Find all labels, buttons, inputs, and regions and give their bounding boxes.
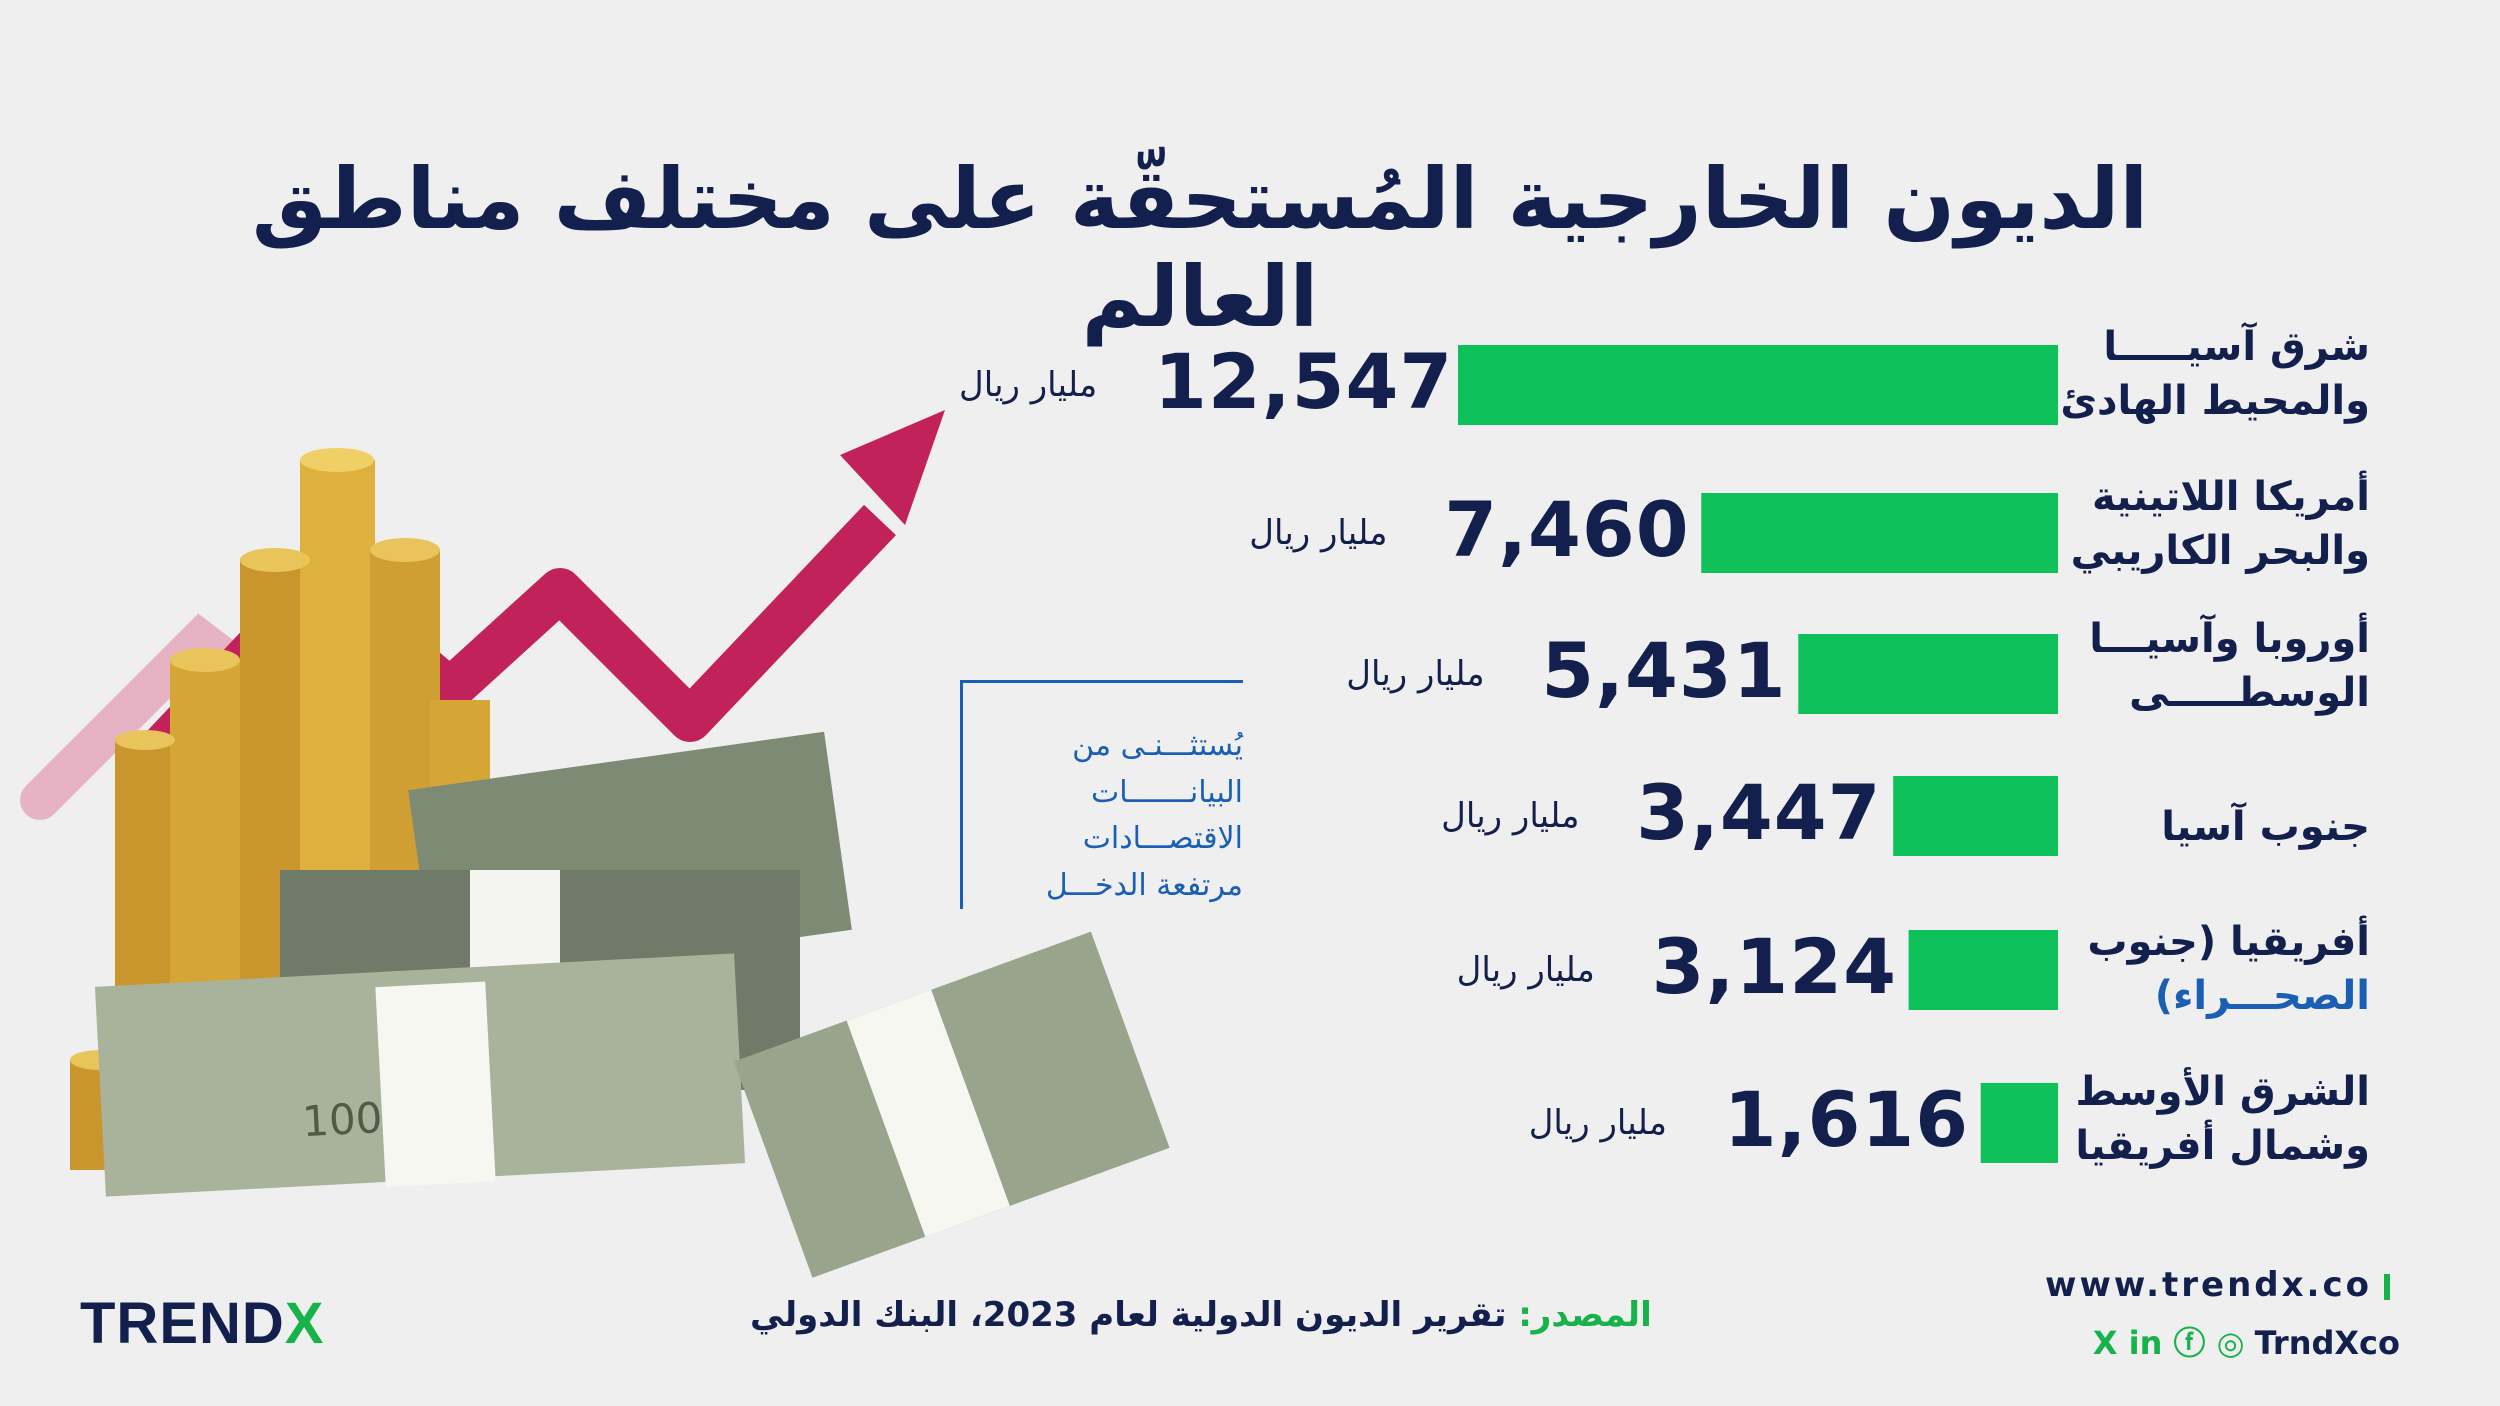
bar: [1980, 1083, 2058, 1163]
region-line: وشمال أفريقيا: [2075, 1123, 2370, 1169]
source-text: تقرير الديون الدولية لعام 2023، البنك ال…: [750, 1295, 1519, 1335]
social-icons[interactable]: X in ⓕ ◎: [2092, 1324, 2245, 1362]
region-line: أمريكا اللاتينية: [2092, 474, 2370, 520]
note-line: يُستثـــنـى من: [1072, 728, 1243, 763]
region-line: أوروبا وآسيـــا: [2089, 616, 2370, 662]
social-handle-text[interactable]: TrndXco: [2254, 1324, 2400, 1362]
trendx-logo: TRENDX: [80, 1290, 324, 1357]
region-line: أفريقيا (جنوب: [2087, 919, 2370, 965]
bar-unit-label: مليار ريال: [1528, 1103, 1667, 1143]
bar-value-label: 1,616: [1723, 1075, 1970, 1164]
region-line: والمحيط الهادئ: [2060, 378, 2370, 424]
bar-unit-label: مليار ريال: [1456, 950, 1595, 990]
website-link[interactable]: www.trendx.co: [2045, 1265, 2390, 1305]
bar-value-label: 12,547: [1154, 337, 1454, 426]
note-box: يُستثـــنـى من البيانـــــــات الاقتصـــ…: [960, 680, 1243, 909]
region-label-latin-america: أمريكا اللاتينية والبحر الكاريبي: [2050, 470, 2370, 578]
bar: [1908, 930, 2058, 1010]
green-mark: [2384, 1273, 2390, 1300]
logo-main-text: TREND: [80, 1291, 285, 1356]
bar-unit-label: مليار ريال: [959, 365, 1098, 405]
bar: [1701, 493, 2058, 573]
region-label-south-asia: جنوب آسيا: [2050, 800, 2370, 854]
note-line: مرتفعة الدخـــل: [1045, 867, 1243, 903]
source-label: المصدر:: [1518, 1295, 1652, 1335]
bar-value-label: 7,460: [1444, 485, 1690, 574]
logo-x-text: X: [284, 1291, 325, 1356]
bar-value-label: 3,447: [1636, 768, 1882, 857]
social-handles[interactable]: X in ⓕ ◎ TrndXco: [2093, 1318, 2400, 1364]
region-line: والبحر الكاريبي: [2070, 528, 2370, 574]
region-line: الصحـــراء): [2154, 973, 2370, 1019]
bar: [1893, 776, 2058, 856]
bar-unit-label: مليار ريال: [1346, 654, 1485, 694]
region-line: جنوب آسيا: [2161, 804, 2370, 850]
bar-value-label: 5,431: [1541, 626, 1787, 715]
svg-text:100: 100: [301, 1093, 384, 1146]
region-line: الشرق الأوسط: [2075, 1069, 2370, 1115]
region-label-sub-saharan-africa: أفريقيا (جنوب الصحـــراء): [2050, 915, 2370, 1023]
page-title: الديون الخارجية المُستحقّة على مختلف منا…: [251, 150, 2149, 346]
bar: [1458, 345, 2058, 425]
bar-unit-label: مليار ريال: [1249, 513, 1388, 553]
website-text[interactable]: www.trendx.co: [2045, 1265, 2372, 1305]
bar-unit-label: مليار ريال: [1441, 796, 1580, 836]
region-label-mena: الشرق الأوسط وشمال أفريقيا: [2050, 1065, 2370, 1173]
note-line: البيانـــــــات: [1091, 774, 1243, 810]
note-text: يُستثـــنـى من البيانـــــــات الاقتصـــ…: [963, 723, 1243, 909]
note-line: الاقتصـــادات: [1082, 821, 1243, 856]
bar: [1798, 634, 2058, 714]
cash-stacks: 100: [94, 731, 1170, 1278]
region-label-east-asia: شرق آسيـــــا والمحيط الهادئ: [2050, 320, 2370, 428]
region-line: الوسطـــــى: [2129, 670, 2370, 716]
region-line: شرق آسيـــــا: [2103, 324, 2370, 370]
bar-value-label: 3,124: [1651, 922, 1898, 1011]
source-note: المصدر: تقرير الديون الدولية لعام 2023، …: [750, 1295, 1652, 1335]
region-label-europe-central-asia: أوروبا وآسيـــا الوسطـــــى: [2050, 612, 2370, 720]
